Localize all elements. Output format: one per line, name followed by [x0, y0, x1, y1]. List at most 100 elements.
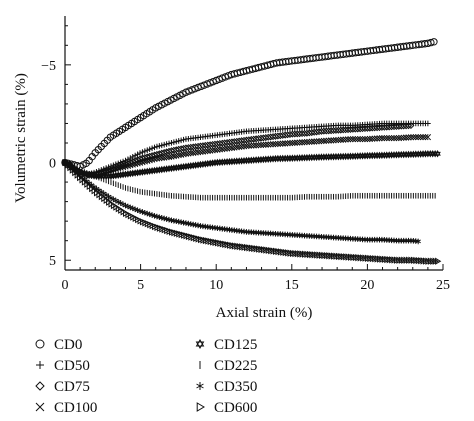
data-point	[373, 135, 381, 142]
data-point	[146, 146, 153, 153]
data-point	[149, 145, 155, 152]
data-point	[375, 124, 384, 132]
data-point	[378, 123, 386, 131]
legend-marker-cd125	[195, 339, 205, 349]
data-point	[139, 149, 146, 155]
data-point	[407, 122, 415, 130]
data-point	[255, 141, 262, 149]
data-point	[291, 139, 298, 146]
data-point	[383, 123, 391, 131]
x-tick-label: 20	[360, 278, 374, 293]
data-point	[272, 140, 279, 148]
data-point	[134, 151, 141, 158]
data-point	[402, 122, 410, 130]
data-point	[281, 140, 289, 147]
data-point	[342, 136, 349, 143]
data-point	[380, 123, 388, 131]
data-point	[260, 141, 267, 148]
data-point	[151, 155, 158, 163]
data-point	[173, 138, 180, 145]
data-point	[371, 135, 378, 142]
data-point	[371, 124, 379, 132]
legend-label: CD75	[54, 379, 90, 395]
data-point	[288, 130, 296, 138]
data-point	[291, 130, 299, 138]
legend-item-cd600: CD600	[196, 400, 257, 416]
data-point	[286, 139, 294, 147]
data-point	[386, 134, 393, 142]
legend-item-cd225: CD225	[199, 358, 257, 374]
legend-marker-cd75	[35, 381, 45, 391]
x-axis-title: Axial strain (%)	[216, 305, 313, 321]
data-point	[351, 125, 359, 133]
data-point	[434, 149, 441, 158]
data-point	[317, 127, 325, 135]
data-point	[311, 138, 318, 145]
data-point	[277, 140, 284, 147]
data-point	[142, 148, 148, 154]
series-cd350	[62, 159, 421, 245]
data-point	[376, 135, 383, 142]
data-point	[294, 139, 301, 146]
legend-item-cd75: CD75	[35, 379, 90, 395]
data-point	[354, 125, 362, 133]
legend-label: CD100	[54, 400, 97, 416]
data-point	[369, 135, 376, 142]
y-tick-label: 0	[49, 157, 56, 172]
data-point	[383, 134, 390, 142]
data-point	[318, 137, 325, 145]
data-point	[340, 136, 347, 143]
data-point	[163, 141, 170, 147]
data-point	[177, 151, 185, 158]
data-point	[400, 134, 407, 141]
legend-item-cd125: CD125	[195, 337, 257, 353]
data-point	[407, 134, 415, 141]
data-point	[168, 153, 175, 160]
data-point	[356, 125, 364, 133]
data-point	[378, 135, 386, 142]
x-tick-label: 5	[137, 278, 144, 293]
data-point	[330, 127, 338, 135]
data-point	[180, 151, 187, 158]
data-point	[435, 257, 442, 265]
data-point	[296, 130, 304, 138]
data-point	[352, 135, 359, 143]
data-point	[325, 127, 333, 135]
data-point	[250, 142, 257, 149]
data-point	[424, 133, 432, 141]
x-tick-label: 0	[62, 278, 69, 293]
data-point	[269, 141, 277, 148]
data-point	[344, 136, 352, 143]
data-point	[315, 138, 323, 145]
data-point	[393, 134, 400, 142]
data-point	[417, 133, 424, 141]
legend-label: CD50	[54, 358, 90, 374]
data-point	[171, 139, 177, 146]
data-point	[173, 152, 180, 159]
data-point	[306, 138, 313, 146]
data-point	[334, 126, 342, 134]
legend-marker-cd50	[36, 361, 44, 369]
data-point	[178, 137, 184, 144]
data-point	[279, 140, 286, 147]
legend-label: CD125	[214, 337, 257, 353]
data-point	[332, 136, 340, 144]
data-point	[381, 134, 388, 142]
data-point	[303, 138, 311, 146]
series-cd125	[61, 149, 441, 181]
data-point	[323, 137, 330, 144]
data-point	[388, 123, 396, 131]
data-point	[364, 135, 371, 143]
data-point	[165, 153, 173, 161]
data-point	[361, 135, 369, 143]
legend-label: CD350	[214, 379, 257, 395]
data-point	[320, 127, 328, 135]
data-point	[257, 141, 265, 149]
data-point	[121, 160, 129, 168]
data-point	[373, 124, 381, 132]
data-point	[422, 133, 429, 141]
data-point	[349, 135, 357, 143]
data-point	[298, 139, 306, 146]
data-point	[415, 238, 421, 245]
